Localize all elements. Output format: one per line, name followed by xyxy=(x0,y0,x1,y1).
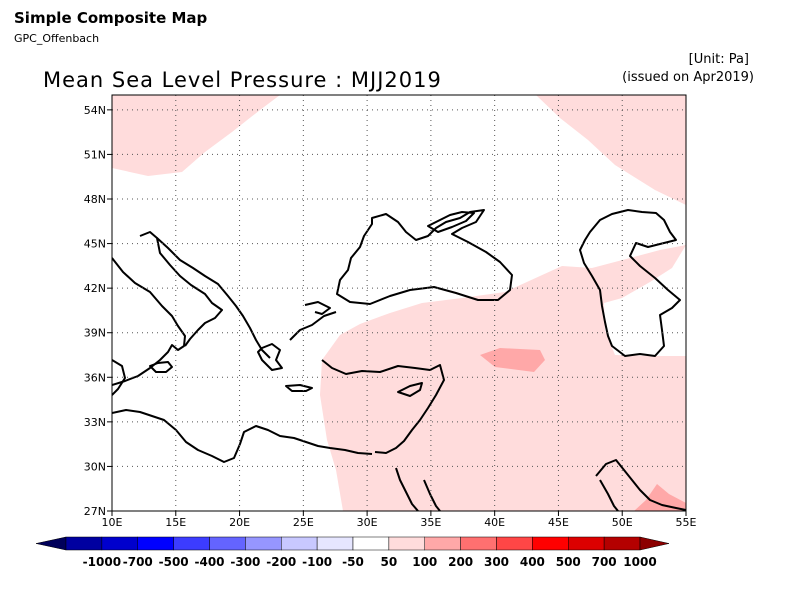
tick-label-25E: 25E xyxy=(293,516,314,529)
shade-high-iraq xyxy=(480,348,545,372)
colorbar-label: -300 xyxy=(230,555,260,569)
colorbar-label: 400 xyxy=(520,555,545,569)
tick-label-39N: 39N xyxy=(84,327,106,340)
product-title: Simple Composite Map xyxy=(14,9,208,27)
issued-label: (issued on Apr2019) xyxy=(622,70,754,85)
colorbar-arrow-low xyxy=(35,536,67,551)
coast-greece xyxy=(257,311,337,371)
tick-label-42N: 42N xyxy=(84,282,106,295)
colorbar-label: 500 xyxy=(556,555,581,569)
coast-caspian xyxy=(579,209,681,357)
map-title: Mean Sea Level Pressure : MJJ2019 xyxy=(43,68,442,92)
coastlines xyxy=(112,209,686,511)
colorbar-label: -500 xyxy=(159,555,189,569)
tick-label-30E: 30E xyxy=(357,516,378,529)
tick-label-36N: 36N xyxy=(84,371,106,384)
colorbar-swatch xyxy=(137,536,174,551)
tick-label-54N: 54N xyxy=(84,104,106,117)
colorbar-swatch xyxy=(603,536,641,551)
tick-label-20E: 20E xyxy=(229,516,250,529)
colorbar-swatch xyxy=(281,536,318,551)
colorbar-arrow-high xyxy=(639,536,670,551)
colorbar-swatch xyxy=(460,536,497,551)
island-crete xyxy=(285,384,313,392)
tick-label-40E: 40E xyxy=(484,516,505,529)
tick-label-30N: 30N xyxy=(84,460,106,473)
colorbar-swatch xyxy=(65,536,103,551)
shade-northeast xyxy=(536,95,686,205)
colorbar-label: 1000 xyxy=(623,555,656,569)
tick-label-45E: 45E xyxy=(548,516,569,529)
tick-label-45N: 45N xyxy=(84,238,106,251)
colorbar-label: 300 xyxy=(484,555,509,569)
pressure-shading xyxy=(112,95,686,511)
colorbar-label: -400 xyxy=(194,555,224,569)
coast-tunisia xyxy=(112,359,126,396)
colorbar-label: 200 xyxy=(448,555,473,569)
source-label: GPC_Offenbach xyxy=(14,32,100,45)
tick-label-33N: 33N xyxy=(84,416,106,429)
tick-label-10E: 10E xyxy=(102,516,123,529)
coast-persian-gulf xyxy=(595,459,686,511)
coast-africa-north xyxy=(112,409,373,463)
coast-adriatic xyxy=(139,231,223,347)
tick-label-51N: 51N xyxy=(84,148,106,161)
colorbar-swatch xyxy=(245,536,282,551)
colorbar-label: 100 xyxy=(412,555,437,569)
tick-label-55E: 55E xyxy=(676,516,697,529)
longitude-axis: 10E 15E 20E 25E 30E 35E 40E 45E 50E 55E xyxy=(102,511,697,529)
map-body xyxy=(112,95,686,511)
map-frame xyxy=(111,94,687,512)
colorbar-label: 50 xyxy=(381,555,398,569)
coast-black-sea xyxy=(336,209,513,305)
tick-label-15E: 15E xyxy=(165,516,186,529)
tick-label-50E: 50E xyxy=(612,516,633,529)
colorbar-swatch xyxy=(532,536,569,551)
coast-azov xyxy=(427,211,475,233)
coast-balkans-west xyxy=(156,237,271,359)
colorbar-swatch xyxy=(316,536,354,551)
colorbar-swatch xyxy=(173,536,210,551)
colorbar-label: -100 xyxy=(302,555,332,569)
colorbar-label: -1000 xyxy=(83,555,121,569)
coast-turkey-south xyxy=(321,359,445,454)
colorbar-label: -200 xyxy=(266,555,296,569)
shade-high-gulf xyxy=(634,484,686,511)
colorbar-swatch xyxy=(352,536,390,551)
island-cyprus xyxy=(397,382,423,397)
coast-red-sea xyxy=(395,467,441,511)
shade-northwest xyxy=(112,95,280,176)
island-sicily xyxy=(149,361,173,373)
colorbar-swatch xyxy=(209,536,246,551)
latitude-axis: 27N 30N 33N 36N 39N 42N 45N 48N 51N 54N xyxy=(84,104,112,518)
colorbar-swatch xyxy=(496,536,533,551)
colorbar-swatch xyxy=(568,536,605,551)
tick-label-27N: 27N xyxy=(84,505,106,518)
unit-label: [Unit: Pa] xyxy=(688,52,749,67)
shade-middle-east xyxy=(320,245,686,511)
coast-aegean-north xyxy=(304,301,331,315)
gridlines xyxy=(112,95,686,511)
tick-label-35E: 35E xyxy=(420,516,441,529)
colorbar-label: -50 xyxy=(342,555,364,569)
colorbar-swatch xyxy=(388,536,425,551)
colorbar-label: 700 xyxy=(592,555,617,569)
colorbar-swatch xyxy=(424,536,461,551)
tick-label-48N: 48N xyxy=(84,193,106,206)
colorbar-swatch xyxy=(101,536,138,551)
colorbar: -1000 -700 -500 -400 -300 -200 -100 -50 50 100 200… xyxy=(35,536,670,569)
coast-italy-west xyxy=(112,257,186,386)
colorbar-label: -700 xyxy=(123,555,153,569)
